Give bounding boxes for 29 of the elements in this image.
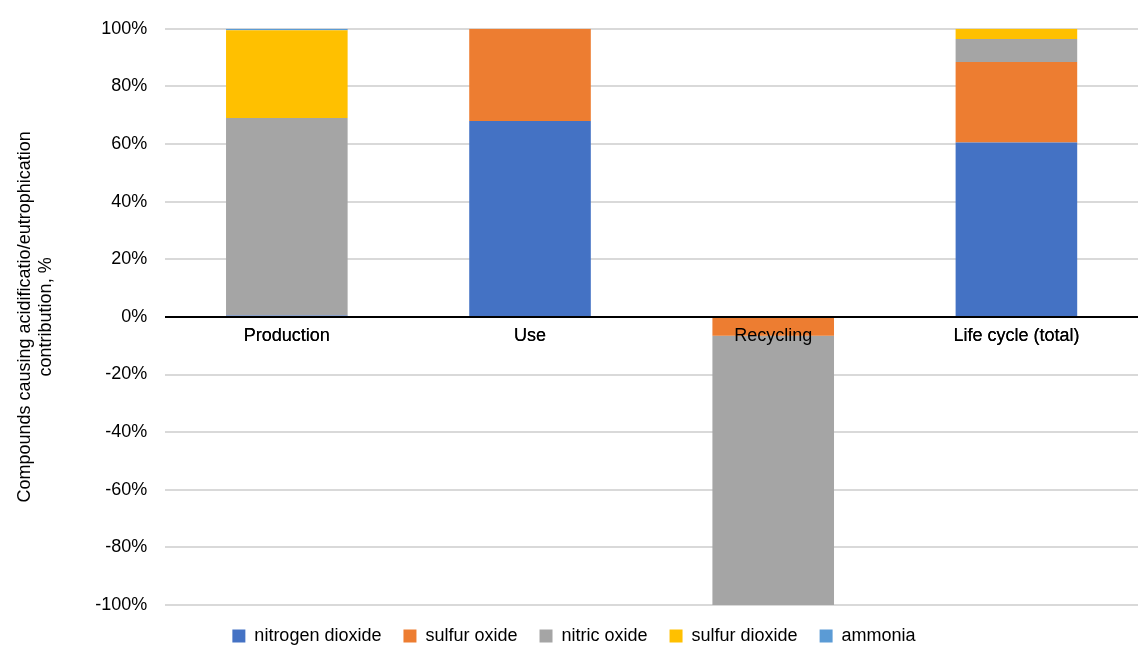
legend-label: sulfur dioxide bbox=[691, 624, 798, 645]
y-axis-title: Compounds causing acidificatio/eutrophication contribution, % bbox=[13, 131, 56, 503]
bar bbox=[226, 30, 348, 119]
legend-label: ammonia bbox=[841, 624, 917, 645]
bar bbox=[955, 61, 1078, 143]
y-tick-label: 40% bbox=[111, 190, 148, 211]
bar bbox=[955, 38, 1078, 62]
x-tick-label: Use bbox=[514, 324, 547, 345]
bar bbox=[955, 28, 1078, 39]
legend-label: sulfur oxide bbox=[425, 624, 518, 645]
bar bbox=[469, 28, 591, 121]
y-tick-label: -100% bbox=[95, 593, 148, 614]
x-tick-label: Production bbox=[243, 324, 330, 345]
y-tick-label: 100% bbox=[101, 17, 148, 38]
y-tick-label: -60% bbox=[105, 478, 148, 499]
y-tick-label: 0% bbox=[121, 305, 148, 326]
y-tick-label: 20% bbox=[111, 248, 148, 269]
x-tick-label: Life cycle (total) bbox=[953, 324, 1080, 345]
y-tick-label: -80% bbox=[105, 536, 148, 557]
y-tick-label: -40% bbox=[105, 421, 148, 442]
bar bbox=[469, 120, 591, 316]
bar bbox=[955, 142, 1078, 316]
y-tick-label: 60% bbox=[111, 133, 148, 154]
legend-label: nitric oxide bbox=[561, 624, 648, 645]
legend-label: nitrogen dioxide bbox=[254, 624, 382, 645]
y-tick-label: 80% bbox=[111, 75, 148, 96]
y-tick-label: -20% bbox=[105, 363, 148, 384]
bar bbox=[226, 118, 348, 316]
x-tick-label: Recycling bbox=[734, 324, 813, 345]
